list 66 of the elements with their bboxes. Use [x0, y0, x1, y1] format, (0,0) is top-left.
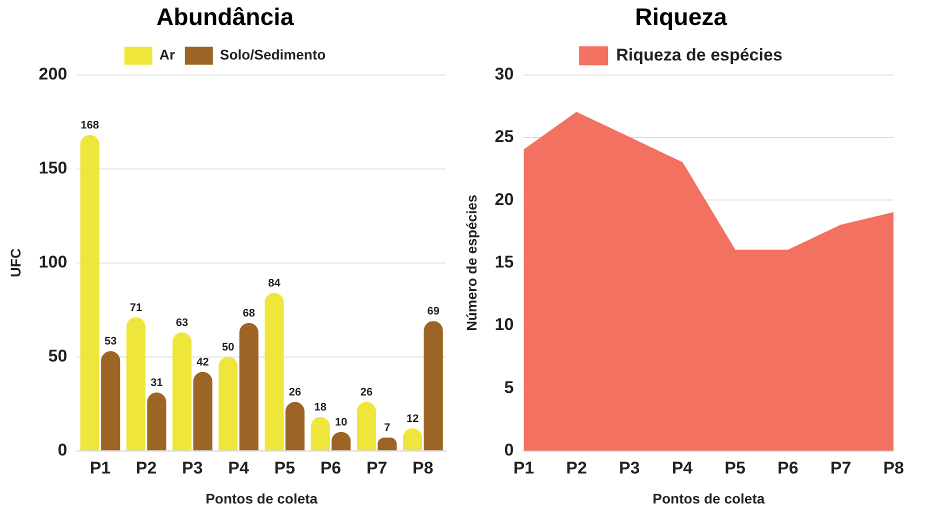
data-label: 69 [427, 306, 440, 318]
bar [193, 372, 212, 450]
data-label: 50 [222, 341, 234, 354]
x-tick-label: P4 [672, 458, 694, 478]
data-label: 63 [176, 316, 188, 329]
x-tick-label: P8 [412, 458, 434, 478]
y-tick-label: 20 [494, 190, 514, 209]
data-label: 68 [242, 307, 256, 320]
x-tick-label: P5 [724, 458, 746, 478]
chart-title: Riqueza [634, 4, 728, 32]
data-label: 18 [314, 401, 326, 414]
x-axis-title: Pontos de coleta [206, 490, 318, 506]
y-axis-title: Número de espécies [463, 194, 480, 331]
bar [147, 392, 166, 450]
data-label: 31 [150, 377, 163, 390]
y-tick-label: 25 [494, 127, 514, 146]
data-label: 71 [130, 302, 142, 314]
bar [264, 292, 284, 450]
x-tick-label: P2 [136, 458, 157, 478]
x-tick-label: P6 [778, 458, 798, 478]
x-tick-label: P3 [182, 458, 203, 478]
y-tick-label: 30 [494, 64, 514, 84]
legend-label: Ar [159, 46, 176, 63]
data-label: 26 [288, 386, 302, 398]
data-label: 26 [360, 386, 373, 398]
x-tick-label: P7 [366, 458, 388, 478]
chart-title: Abundância [156, 4, 294, 32]
data-label: 42 [196, 356, 209, 368]
data-label: 84 [268, 277, 282, 290]
y-tick-label: 5 [504, 378, 514, 397]
bar [310, 416, 330, 450]
y-tick-label: 0 [58, 440, 68, 460]
y-tick-label: 10 [494, 315, 514, 334]
x-tick-label: P3 [618, 458, 640, 478]
x-tick-label: P4 [228, 458, 250, 478]
y-tick-label: 150 [38, 158, 68, 178]
y-tick-label: 0 [504, 440, 514, 460]
x-tick-label: P1 [513, 458, 534, 478]
bar [101, 351, 120, 450]
bar [424, 321, 443, 450]
data-label: 53 [104, 336, 117, 348]
x-tick-label: P2 [566, 458, 587, 478]
bar [172, 332, 192, 450]
x-tick-label: P7 [830, 458, 852, 478]
bar [239, 322, 258, 450]
x-tick-label: P5 [274, 458, 296, 478]
data-label: 7 [384, 422, 390, 434]
data-label: 10 [334, 416, 348, 429]
y-tick-label: 15 [494, 252, 514, 272]
y-tick-label: 200 [38, 64, 68, 84]
y-axis-title: UFC [7, 248, 24, 278]
data-label: 168 [80, 119, 100, 132]
x-tick-label: P1 [90, 458, 111, 478]
bar [285, 402, 305, 450]
bar [80, 134, 100, 450]
bar [356, 402, 376, 450]
x-axis-title: Pontos de coleta [652, 490, 765, 506]
y-tick-label: 50 [48, 346, 68, 366]
y-tick-label: 100 [38, 252, 68, 272]
x-tick-label: P8 [883, 458, 904, 478]
data-label: 12 [406, 412, 419, 425]
bar [218, 356, 238, 450]
x-tick-label: P6 [320, 458, 342, 478]
legend-label: Solo/Sedimento [220, 46, 326, 63]
legend-label: Riqueza de espécies [616, 45, 782, 64]
bar [126, 317, 146, 450]
